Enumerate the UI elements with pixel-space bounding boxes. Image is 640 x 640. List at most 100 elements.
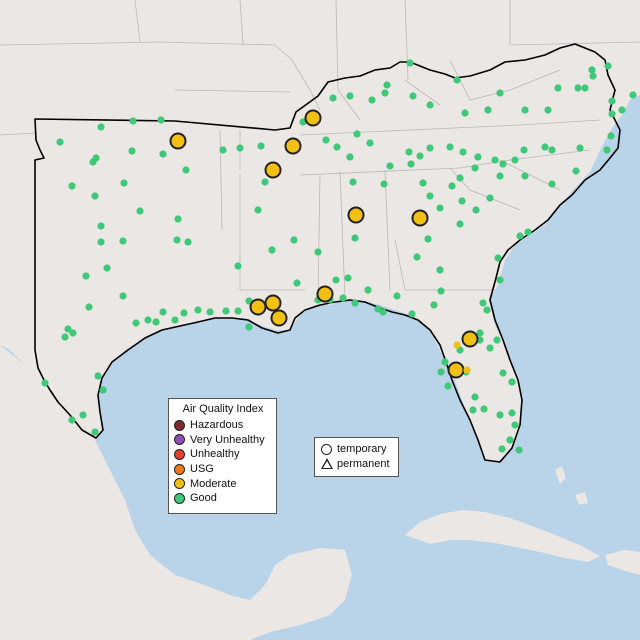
good-monitor-marker[interactable]	[92, 154, 100, 162]
good-monitor-marker[interactable]	[353, 130, 361, 138]
good-monitor-marker[interactable]	[479, 299, 487, 307]
good-monitor-marker[interactable]	[629, 91, 637, 99]
good-monitor-marker[interactable]	[41, 379, 49, 387]
good-monitor-marker[interactable]	[426, 192, 434, 200]
good-monitor-marker[interactable]	[64, 325, 72, 333]
good-monitor-marker[interactable]	[516, 232, 524, 240]
good-monitor-marker[interactable]	[61, 333, 69, 341]
good-monitor-marker[interactable]	[607, 132, 615, 140]
good-monitor-marker[interactable]	[79, 411, 87, 419]
good-monitor-marker[interactable]	[494, 254, 502, 262]
good-monitor-marker[interactable]	[548, 146, 556, 154]
good-monitor-marker[interactable]	[368, 96, 376, 104]
good-monitor-marker[interactable]	[441, 358, 449, 366]
moderate-monitor-marker[interactable]	[347, 206, 365, 224]
good-monitor-marker[interactable]	[508, 378, 516, 386]
good-monitor-marker[interactable]	[136, 207, 144, 215]
good-monitor-marker[interactable]	[426, 101, 434, 109]
good-monitor-marker[interactable]	[409, 92, 417, 100]
good-monitor-marker[interactable]	[458, 197, 466, 205]
good-monitor-marker[interactable]	[339, 294, 347, 302]
good-monitor-marker[interactable]	[541, 143, 549, 151]
good-monitor-marker[interactable]	[174, 215, 182, 223]
good-monitor-marker[interactable]	[589, 72, 597, 80]
good-monitor-marker[interactable]	[346, 153, 354, 161]
good-monitor-marker[interactable]	[476, 329, 484, 337]
good-monitor-marker[interactable]	[97, 238, 105, 246]
good-monitor-marker[interactable]	[444, 382, 452, 390]
moderate-monitor-marker[interactable]	[447, 361, 465, 379]
good-monitor-marker[interactable]	[91, 192, 99, 200]
good-monitor-marker[interactable]	[407, 160, 415, 168]
moderate-monitor-marker[interactable]	[461, 330, 479, 348]
good-monitor-marker[interactable]	[82, 272, 90, 280]
good-monitor-marker[interactable]	[524, 228, 532, 236]
good-monitor-marker[interactable]	[430, 301, 438, 309]
good-monitor-marker[interactable]	[456, 220, 464, 228]
good-monitor-marker[interactable]	[97, 123, 105, 131]
good-monitor-marker[interactable]	[94, 372, 102, 380]
good-monitor-marker[interactable]	[366, 139, 374, 147]
good-monitor-marker[interactable]	[496, 89, 504, 97]
good-monitor-marker[interactable]	[103, 264, 111, 272]
good-monitor-marker[interactable]	[346, 92, 354, 100]
good-monitor-marker[interactable]	[498, 445, 506, 453]
good-monitor-marker[interactable]	[576, 144, 584, 152]
good-monitor-marker[interactable]	[99, 386, 107, 394]
good-monitor-marker[interactable]	[572, 167, 580, 175]
good-monitor-marker[interactable]	[405, 148, 413, 156]
good-monitor-marker[interactable]	[393, 292, 401, 300]
good-monitor-marker[interactable]	[132, 319, 140, 327]
good-monitor-marker[interactable]	[364, 286, 372, 294]
moderate-monitor-marker[interactable]	[463, 366, 471, 374]
moderate-monitor-marker[interactable]	[270, 309, 288, 327]
moderate-monitor-marker[interactable]	[264, 161, 282, 179]
good-monitor-marker[interactable]	[493, 336, 501, 344]
moderate-monitor-marker[interactable]	[316, 285, 334, 303]
good-monitor-marker[interactable]	[521, 106, 529, 114]
good-monitor-marker[interactable]	[257, 142, 265, 150]
good-monitor-marker[interactable]	[206, 308, 214, 316]
good-monitor-marker[interactable]	[483, 306, 491, 314]
good-monitor-marker[interactable]	[68, 182, 76, 190]
good-monitor-marker[interactable]	[474, 153, 482, 161]
good-monitor-marker[interactable]	[408, 310, 416, 318]
good-monitor-marker[interactable]	[548, 180, 556, 188]
good-monitor-marker[interactable]	[157, 116, 165, 124]
good-monitor-marker[interactable]	[120, 179, 128, 187]
good-monitor-marker[interactable]	[144, 316, 152, 324]
good-monitor-marker[interactable]	[234, 262, 242, 270]
good-monitor-marker[interactable]	[581, 84, 589, 92]
good-monitor-marker[interactable]	[588, 66, 596, 74]
good-monitor-marker[interactable]	[119, 237, 127, 245]
good-monitor-marker[interactable]	[268, 246, 276, 254]
good-monitor-marker[interactable]	[349, 178, 357, 186]
good-monitor-marker[interactable]	[152, 318, 160, 326]
good-monitor-marker[interactable]	[97, 222, 105, 230]
good-monitor-marker[interactable]	[182, 166, 190, 174]
good-monitor-marker[interactable]	[261, 178, 269, 186]
good-monitor-marker[interactable]	[499, 160, 507, 168]
good-monitor-marker[interactable]	[380, 180, 388, 188]
good-monitor-marker[interactable]	[604, 62, 612, 70]
good-monitor-marker[interactable]	[129, 117, 137, 125]
good-monitor-marker[interactable]	[406, 59, 414, 67]
moderate-monitor-marker[interactable]	[169, 132, 187, 150]
good-monitor-marker[interactable]	[184, 238, 192, 246]
good-monitor-marker[interactable]	[416, 152, 424, 160]
good-monitor-marker[interactable]	[333, 143, 341, 151]
moderate-monitor-marker[interactable]	[284, 137, 302, 155]
good-monitor-marker[interactable]	[329, 94, 337, 102]
good-monitor-marker[interactable]	[69, 329, 77, 337]
good-monitor-marker[interactable]	[413, 253, 421, 261]
good-monitor-marker[interactable]	[293, 279, 301, 287]
good-monitor-marker[interactable]	[332, 276, 340, 284]
good-monitor-marker[interactable]	[344, 274, 352, 282]
good-monitor-marker[interactable]	[171, 316, 179, 324]
good-monitor-marker[interactable]	[491, 156, 499, 164]
good-monitor-marker[interactable]	[85, 303, 93, 311]
good-monitor-marker[interactable]	[128, 147, 136, 155]
good-monitor-marker[interactable]	[521, 172, 529, 180]
good-monitor-marker[interactable]	[159, 308, 167, 316]
good-monitor-marker[interactable]	[499, 369, 507, 377]
